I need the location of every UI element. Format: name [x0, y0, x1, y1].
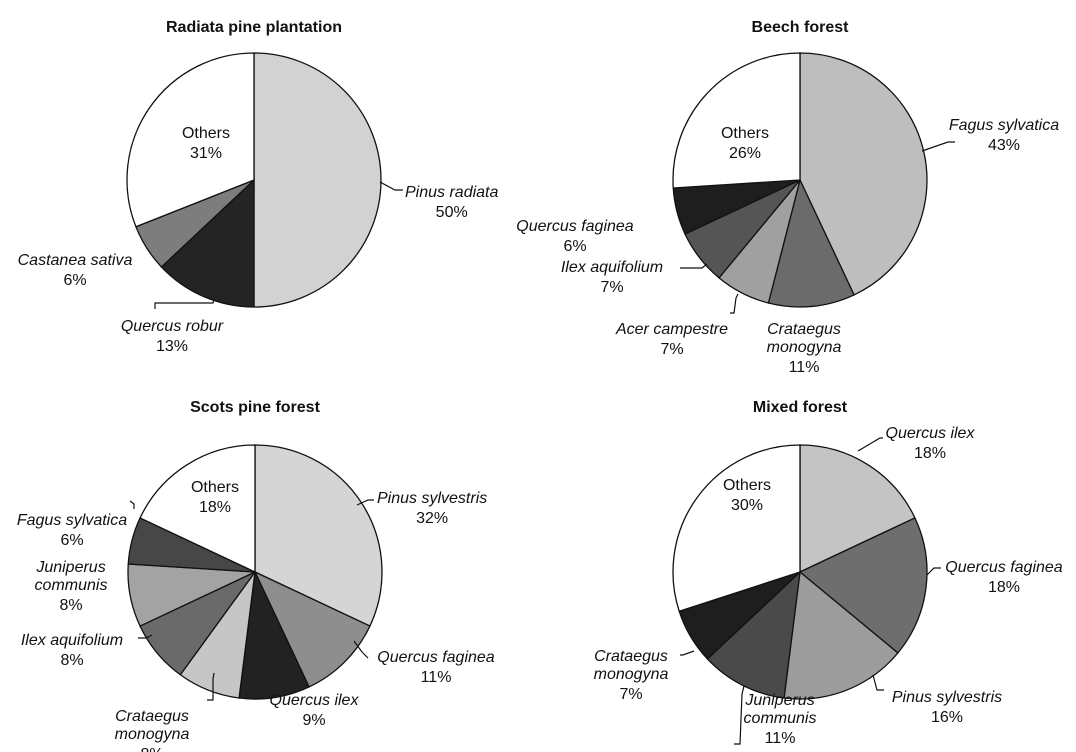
slice-label: Pinus radiata	[405, 184, 498, 201]
pie-beech-forest: Beech forest Fagus sylvatica 43% Crataegusm…	[516, 19, 1059, 376]
pie-slice-quercus-faginea	[253, 570, 371, 688]
slice-label: Others	[721, 125, 769, 142]
slice-label: Others	[182, 125, 230, 142]
slice-percent-label: 18%	[988, 579, 1020, 596]
leader-line	[353, 640, 369, 659]
pie-slice-others	[126, 52, 255, 228]
slice-percent-label: 11%	[421, 669, 452, 686]
leader-line	[680, 650, 695, 656]
slice-percent-label: 30%	[731, 497, 763, 514]
slice-percent-label: 16%	[931, 709, 963, 726]
chart-title: Beech forest	[752, 19, 850, 36]
slice-percent-label: 18%	[199, 499, 231, 516]
slice-label: monogyna	[594, 666, 669, 683]
pie-slice-pinus-sylvestris	[254, 444, 383, 627]
pie-slice-others	[139, 444, 256, 574]
slice-percent-label: 43%	[988, 137, 1020, 154]
chart-title: Radiata pine plantation	[166, 19, 342, 36]
pie-radiata-pine-plantation: Radiata pine plantation Pinus radiata 50% Q…	[18, 19, 499, 355]
slice-label: Crataegus	[115, 708, 189, 725]
slice-percent-label: 18%	[914, 445, 946, 462]
leader-line	[138, 634, 153, 639]
slice-percent-label: 6%	[63, 272, 86, 289]
slice-label: monogyna	[767, 339, 842, 356]
slice-percent-label: 9%	[302, 712, 325, 729]
slice-percent-label: 6%	[563, 238, 586, 255]
leader-line	[129, 500, 135, 509]
slice-percent-label: 11%	[789, 359, 820, 376]
slice-percent-label: 8%	[60, 652, 83, 669]
slice-label: communis	[35, 577, 108, 594]
leader-line	[356, 499, 374, 506]
slice-percent-label: 7%	[600, 279, 623, 296]
slice-label: Acer campestre	[615, 321, 728, 338]
slice-label: Quercus faginea	[945, 559, 1063, 576]
slice-label: Pinus sylvestris	[377, 490, 487, 507]
pie-scots-pine-forest: Scots pine forest Pinus sylvestris 32% Quer…	[17, 399, 495, 752]
slice-label: Crataegus	[767, 321, 841, 338]
slice-percent-label: 32%	[416, 510, 448, 527]
slice-label: communis	[744, 710, 817, 727]
slice-label: monogyna	[115, 726, 190, 743]
pie-slice-quercus-ilex	[799, 444, 916, 574]
chart-title: Mixed forest	[753, 399, 848, 416]
slice-label: Pinus sylvestris	[892, 689, 1002, 706]
slice-percent-label: 50%	[436, 204, 468, 221]
slice-label: Quercus robur	[121, 318, 224, 335]
leader-line	[207, 672, 215, 701]
slice-percent-label: 7%	[660, 341, 683, 358]
pie-slice-others	[672, 52, 801, 189]
pie-slice-crataegus-monogyna	[767, 178, 855, 308]
slice-percent-label: 13%	[156, 338, 188, 355]
slice-percent-label: 8%	[140, 746, 163, 752]
slice-label: Others	[191, 479, 239, 496]
chart-title: Scots pine forest	[190, 399, 320, 416]
pie-slice-fagus-sylvatica	[799, 52, 928, 296]
pie-slice-pinus-radiata	[253, 52, 382, 308]
slice-label: Ilex aquifolium	[21, 632, 123, 649]
slice-label: Castanea sativa	[18, 252, 133, 269]
slice-label: Juniperus	[35, 559, 105, 576]
slice-label: Quercus ilex	[886, 425, 976, 442]
slice-percent-label: 26%	[729, 145, 761, 162]
pie-slice-quercus-robur	[160, 178, 255, 308]
leader-line	[379, 181, 403, 191]
slice-label: Quercus faginea	[516, 218, 634, 235]
slice-label: Crataegus	[594, 648, 668, 665]
slice-label: Fagus sylvatica	[17, 512, 127, 529]
leader-line	[872, 674, 884, 691]
leader-line	[734, 685, 745, 745]
slice-label: Others	[723, 477, 771, 494]
slice-label: Quercus ilex	[270, 692, 360, 709]
slice-percent-label: 31%	[190, 145, 222, 162]
leader-line	[730, 293, 739, 314]
pie-slice-others	[672, 444, 801, 613]
pie-slice-pinus-sylvestris	[783, 570, 899, 700]
leader-line	[154, 298, 215, 309]
leader-line	[921, 141, 955, 152]
slice-percent-label: 6%	[60, 532, 83, 549]
slice-label: Quercus faginea	[377, 649, 495, 666]
slice-label: Juniperus	[744, 692, 814, 709]
pie-slice-quercus-faginea	[798, 517, 928, 654]
slice-percent-label: 8%	[59, 597, 82, 614]
slice-percent-label: 11%	[765, 730, 796, 747]
pie-slice-juniperus-communis	[706, 570, 801, 699]
pie-mixed-forest: Mixed forest Quercus ilex 18% Quercus fagin…	[594, 399, 1063, 747]
slice-label: Ilex aquifolium	[561, 259, 663, 276]
slice-percent-label: 7%	[619, 686, 642, 703]
leader-line	[680, 263, 708, 269]
slice-label: Fagus sylvatica	[949, 117, 1059, 134]
leader-line	[857, 437, 883, 452]
leader-line	[926, 567, 941, 576]
